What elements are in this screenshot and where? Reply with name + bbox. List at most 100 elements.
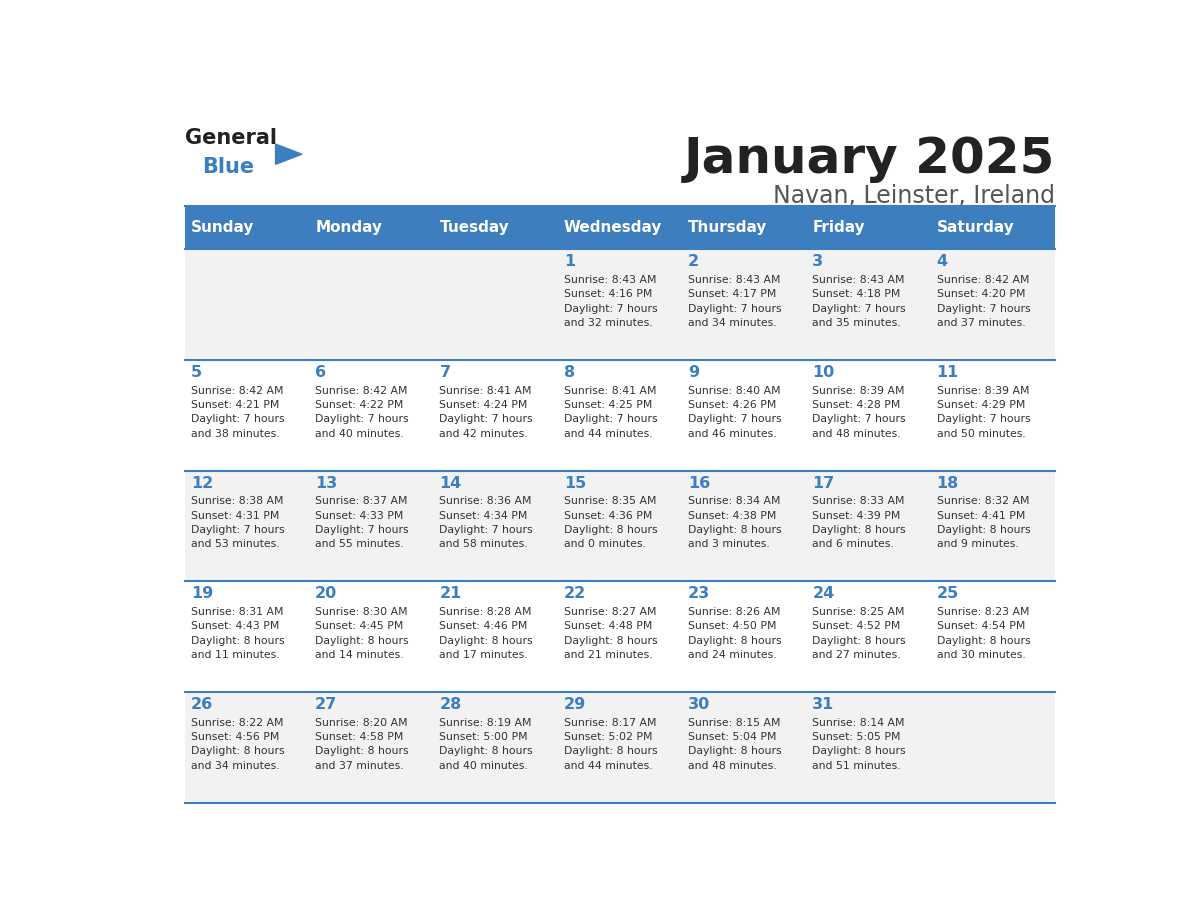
- Text: 26: 26: [191, 697, 213, 712]
- Bar: [682, 692, 807, 803]
- Bar: [558, 360, 682, 471]
- Text: Sunrise: 8:40 AM
Sunset: 4:26 PM
Daylight: 7 hours
and 46 minutes.: Sunrise: 8:40 AM Sunset: 4:26 PM Dayligh…: [688, 386, 782, 439]
- Text: 4: 4: [936, 254, 948, 269]
- Bar: [310, 206, 434, 250]
- Bar: [931, 360, 1055, 471]
- Bar: [185, 692, 310, 803]
- Text: Tuesday: Tuesday: [440, 220, 510, 235]
- Text: 10: 10: [813, 365, 835, 380]
- Text: Sunrise: 8:36 AM
Sunset: 4:34 PM
Daylight: 7 hours
and 58 minutes.: Sunrise: 8:36 AM Sunset: 4:34 PM Dayligh…: [440, 497, 533, 550]
- Text: Monday: Monday: [315, 220, 383, 235]
- Bar: [434, 581, 558, 692]
- Bar: [434, 206, 558, 250]
- Text: 23: 23: [688, 587, 710, 601]
- Text: Navan, Leinster, Ireland: Navan, Leinster, Ireland: [773, 185, 1055, 208]
- Text: Sunrise: 8:34 AM
Sunset: 4:38 PM
Daylight: 8 hours
and 3 minutes.: Sunrise: 8:34 AM Sunset: 4:38 PM Dayligh…: [688, 497, 782, 550]
- Text: 20: 20: [315, 587, 337, 601]
- Bar: [807, 581, 931, 692]
- Text: Sunrise: 8:19 AM
Sunset: 5:00 PM
Daylight: 8 hours
and 40 minutes.: Sunrise: 8:19 AM Sunset: 5:00 PM Dayligh…: [440, 718, 533, 771]
- Text: 25: 25: [936, 587, 959, 601]
- Bar: [558, 250, 682, 360]
- Text: 28: 28: [440, 697, 462, 712]
- Text: Sunrise: 8:43 AM
Sunset: 4:18 PM
Daylight: 7 hours
and 35 minutes.: Sunrise: 8:43 AM Sunset: 4:18 PM Dayligh…: [813, 274, 906, 328]
- Bar: [434, 360, 558, 471]
- Text: Thursday: Thursday: [688, 220, 767, 235]
- Text: Sunrise: 8:41 AM
Sunset: 4:24 PM
Daylight: 7 hours
and 42 minutes.: Sunrise: 8:41 AM Sunset: 4:24 PM Dayligh…: [440, 386, 533, 439]
- Text: Sunrise: 8:42 AM
Sunset: 4:21 PM
Daylight: 7 hours
and 38 minutes.: Sunrise: 8:42 AM Sunset: 4:21 PM Dayligh…: [191, 386, 284, 439]
- Bar: [310, 471, 434, 581]
- Bar: [310, 250, 434, 360]
- Text: 16: 16: [688, 476, 710, 491]
- Text: Sunrise: 8:43 AM
Sunset: 4:17 PM
Daylight: 7 hours
and 34 minutes.: Sunrise: 8:43 AM Sunset: 4:17 PM Dayligh…: [688, 274, 782, 328]
- Text: Sunrise: 8:28 AM
Sunset: 4:46 PM
Daylight: 8 hours
and 17 minutes.: Sunrise: 8:28 AM Sunset: 4:46 PM Dayligh…: [440, 607, 533, 660]
- Text: Sunrise: 8:26 AM
Sunset: 4:50 PM
Daylight: 8 hours
and 24 minutes.: Sunrise: 8:26 AM Sunset: 4:50 PM Dayligh…: [688, 607, 782, 660]
- Bar: [931, 692, 1055, 803]
- Text: 2: 2: [688, 254, 700, 269]
- Bar: [807, 250, 931, 360]
- Bar: [807, 692, 931, 803]
- Bar: [558, 206, 682, 250]
- Text: Sunrise: 8:32 AM
Sunset: 4:41 PM
Daylight: 8 hours
and 9 minutes.: Sunrise: 8:32 AM Sunset: 4:41 PM Dayligh…: [936, 497, 1030, 550]
- Text: 5: 5: [191, 365, 202, 380]
- Text: 6: 6: [315, 365, 327, 380]
- Text: Saturday: Saturday: [936, 220, 1015, 235]
- Text: 7: 7: [440, 365, 450, 380]
- Text: Sunrise: 8:37 AM
Sunset: 4:33 PM
Daylight: 7 hours
and 55 minutes.: Sunrise: 8:37 AM Sunset: 4:33 PM Dayligh…: [315, 497, 409, 550]
- Text: 12: 12: [191, 476, 213, 491]
- Bar: [931, 206, 1055, 250]
- Text: Sunrise: 8:31 AM
Sunset: 4:43 PM
Daylight: 8 hours
and 11 minutes.: Sunrise: 8:31 AM Sunset: 4:43 PM Dayligh…: [191, 607, 284, 660]
- Text: Sunrise: 8:27 AM
Sunset: 4:48 PM
Daylight: 8 hours
and 21 minutes.: Sunrise: 8:27 AM Sunset: 4:48 PM Dayligh…: [564, 607, 657, 660]
- Bar: [931, 471, 1055, 581]
- Text: Sunrise: 8:43 AM
Sunset: 4:16 PM
Daylight: 7 hours
and 32 minutes.: Sunrise: 8:43 AM Sunset: 4:16 PM Dayligh…: [564, 274, 657, 328]
- Bar: [434, 692, 558, 803]
- Text: 27: 27: [315, 697, 337, 712]
- Text: Sunrise: 8:22 AM
Sunset: 4:56 PM
Daylight: 8 hours
and 34 minutes.: Sunrise: 8:22 AM Sunset: 4:56 PM Dayligh…: [191, 718, 284, 771]
- Bar: [807, 206, 931, 250]
- Text: 21: 21: [440, 587, 462, 601]
- Text: Sunrise: 8:30 AM
Sunset: 4:45 PM
Daylight: 8 hours
and 14 minutes.: Sunrise: 8:30 AM Sunset: 4:45 PM Dayligh…: [315, 607, 409, 660]
- Text: Sunrise: 8:41 AM
Sunset: 4:25 PM
Daylight: 7 hours
and 44 minutes.: Sunrise: 8:41 AM Sunset: 4:25 PM Dayligh…: [564, 386, 657, 439]
- Bar: [185, 471, 310, 581]
- Text: 13: 13: [315, 476, 337, 491]
- Text: Sunrise: 8:23 AM
Sunset: 4:54 PM
Daylight: 8 hours
and 30 minutes.: Sunrise: 8:23 AM Sunset: 4:54 PM Dayligh…: [936, 607, 1030, 660]
- Text: Sunrise: 8:39 AM
Sunset: 4:29 PM
Daylight: 7 hours
and 50 minutes.: Sunrise: 8:39 AM Sunset: 4:29 PM Dayligh…: [936, 386, 1030, 439]
- Bar: [185, 581, 310, 692]
- Bar: [185, 360, 310, 471]
- Text: 9: 9: [688, 365, 700, 380]
- Text: Sunrise: 8:38 AM
Sunset: 4:31 PM
Daylight: 7 hours
and 53 minutes.: Sunrise: 8:38 AM Sunset: 4:31 PM Dayligh…: [191, 497, 284, 550]
- Text: 17: 17: [813, 476, 835, 491]
- Text: 14: 14: [440, 476, 462, 491]
- Bar: [310, 360, 434, 471]
- Text: 29: 29: [564, 697, 586, 712]
- Polygon shape: [276, 144, 302, 164]
- Text: Sunrise: 8:42 AM
Sunset: 4:20 PM
Daylight: 7 hours
and 37 minutes.: Sunrise: 8:42 AM Sunset: 4:20 PM Dayligh…: [936, 274, 1030, 328]
- Text: Sunrise: 8:39 AM
Sunset: 4:28 PM
Daylight: 7 hours
and 48 minutes.: Sunrise: 8:39 AM Sunset: 4:28 PM Dayligh…: [813, 386, 906, 439]
- Text: General: General: [185, 128, 277, 148]
- Text: 19: 19: [191, 587, 213, 601]
- Text: 22: 22: [564, 587, 586, 601]
- Bar: [185, 206, 310, 250]
- Text: Sunrise: 8:15 AM
Sunset: 5:04 PM
Daylight: 8 hours
and 48 minutes.: Sunrise: 8:15 AM Sunset: 5:04 PM Dayligh…: [688, 718, 782, 771]
- Bar: [310, 692, 434, 803]
- Bar: [558, 471, 682, 581]
- Text: 15: 15: [564, 476, 586, 491]
- Text: 24: 24: [813, 587, 835, 601]
- Bar: [807, 360, 931, 471]
- Text: Sunrise: 8:17 AM
Sunset: 5:02 PM
Daylight: 8 hours
and 44 minutes.: Sunrise: 8:17 AM Sunset: 5:02 PM Dayligh…: [564, 718, 657, 771]
- Bar: [434, 250, 558, 360]
- Text: Sunrise: 8:25 AM
Sunset: 4:52 PM
Daylight: 8 hours
and 27 minutes.: Sunrise: 8:25 AM Sunset: 4:52 PM Dayligh…: [813, 607, 906, 660]
- Bar: [310, 581, 434, 692]
- Text: Sunday: Sunday: [191, 220, 254, 235]
- Bar: [434, 471, 558, 581]
- Bar: [807, 471, 931, 581]
- Bar: [185, 250, 310, 360]
- Text: Wednesday: Wednesday: [564, 220, 662, 235]
- Bar: [682, 471, 807, 581]
- Text: 1: 1: [564, 254, 575, 269]
- Bar: [931, 250, 1055, 360]
- Text: Blue: Blue: [202, 157, 254, 177]
- Bar: [682, 250, 807, 360]
- Text: 30: 30: [688, 697, 710, 712]
- Text: 18: 18: [936, 476, 959, 491]
- Bar: [558, 581, 682, 692]
